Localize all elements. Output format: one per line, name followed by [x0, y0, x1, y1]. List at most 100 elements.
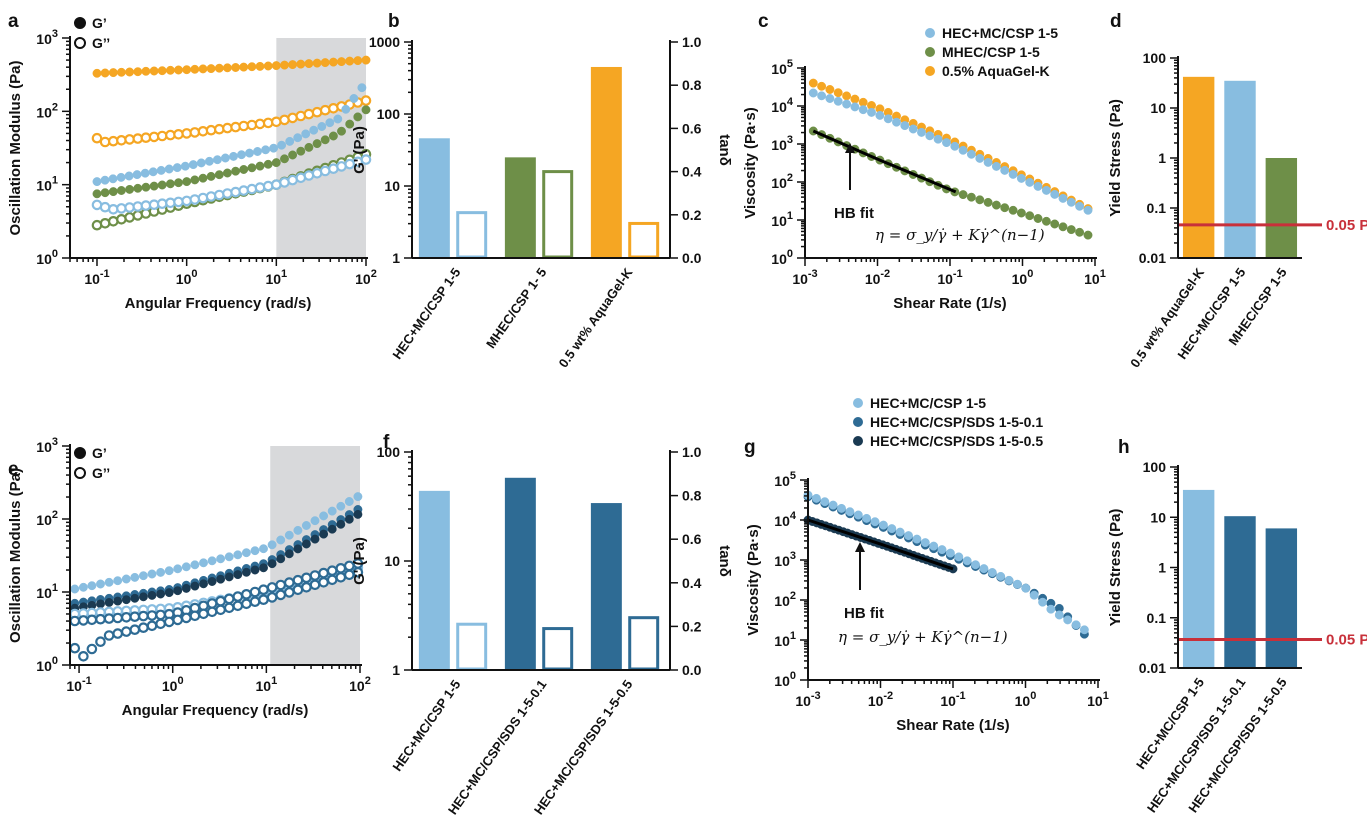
- data-point: [275, 579, 286, 591]
- data-point: [266, 592, 278, 603]
- data-point: [130, 593, 140, 603]
- data-point: [222, 188, 233, 199]
- data-point: [987, 568, 997, 577]
- data-point: [335, 571, 347, 583]
- y-tick-label: 103: [771, 134, 793, 153]
- data-point: [1066, 197, 1076, 207]
- data-point: [912, 534, 922, 544]
- data-point: [337, 126, 346, 136]
- data-point: [163, 616, 175, 628]
- y-tick-label: 105: [771, 58, 793, 77]
- x-tick-label: 10-1: [937, 268, 962, 287]
- data-point: [224, 572, 234, 582]
- panel-g: 10-3 10-2 10-1 100 101 100 101 102 103 104 105 Shea…: [744, 395, 1109, 734]
- data-point: [207, 556, 217, 566]
- data-point: [310, 516, 320, 526]
- data-point: [937, 545, 947, 555]
- y-tick-label: 101: [36, 582, 58, 601]
- data-point: [190, 175, 200, 185]
- tan-delta-bar: [542, 170, 574, 259]
- y-tick-label: 101: [36, 175, 58, 194]
- data-point: [147, 569, 157, 579]
- y-tick-label: 100: [1143, 459, 1167, 475]
- data-point: [301, 539, 311, 549]
- data-point: [156, 130, 168, 142]
- data-point: [858, 105, 868, 115]
- data-point: [1016, 173, 1026, 183]
- data-point: [78, 650, 89, 662]
- y-tick-label: 0.01: [1139, 660, 1166, 676]
- legend-marker: [74, 37, 86, 49]
- data-point: [275, 589, 286, 601]
- series-0: [92, 55, 371, 78]
- data-point: [319, 511, 329, 521]
- y-axis-title: G' (Pa): [351, 537, 368, 585]
- data-point: [917, 127, 926, 137]
- data-point: [223, 593, 235, 605]
- data-point: [116, 186, 126, 195]
- y-tick-label: 104: [774, 510, 797, 529]
- data-point: [335, 562, 347, 574]
- data-point: [239, 165, 249, 174]
- data-point: [69, 642, 81, 654]
- series-1: [91, 95, 372, 148]
- gprime-bar: [504, 157, 536, 258]
- data-point: [975, 153, 985, 163]
- data-point: [269, 143, 279, 153]
- data-point: [212, 155, 222, 165]
- data-point: [104, 598, 114, 607]
- data-point: [309, 570, 321, 581]
- data-point: [206, 606, 218, 618]
- data-point: [842, 99, 852, 109]
- data-point: [263, 61, 273, 71]
- data-point: [353, 509, 363, 519]
- data-point: [140, 132, 152, 143]
- x-tick-label: 10-2: [865, 268, 890, 287]
- data-point: [1046, 604, 1056, 614]
- data-point: [280, 154, 289, 164]
- data-point: [1025, 177, 1035, 187]
- data-point: [181, 612, 192, 624]
- y-tick-label: 100: [1143, 50, 1167, 66]
- data-point: [180, 161, 190, 171]
- data-point: [1066, 225, 1076, 235]
- data-point: [259, 563, 268, 573]
- legend-label: G’: [92, 445, 107, 461]
- x-tick-label: 100: [176, 268, 198, 287]
- data-point: [1008, 169, 1018, 179]
- y-tick-label: 103: [36, 436, 58, 455]
- y-right-tick-label: 0.4: [682, 164, 702, 180]
- panel-letter: e: [8, 459, 19, 480]
- data-point: [327, 506, 337, 516]
- data-point: [253, 147, 262, 156]
- legend-marker: [925, 47, 935, 57]
- data-point: [205, 124, 217, 136]
- data-point: [173, 196, 184, 208]
- data-point: [121, 574, 131, 584]
- data-point: [267, 559, 277, 569]
- data-point: [247, 163, 257, 173]
- data-point: [156, 589, 166, 599]
- data-point: [147, 590, 157, 600]
- y-tick-label: 1: [1158, 560, 1166, 576]
- x-tick-label: 101: [256, 675, 278, 694]
- data-point: [296, 146, 306, 156]
- data-point: [837, 503, 846, 513]
- y-axis-title-right: tanδ: [716, 545, 733, 577]
- data-point: [870, 517, 880, 527]
- data-point: [284, 530, 294, 540]
- category-label: HEC+MC/CSP 1-5: [389, 677, 463, 774]
- reference-line-label: 0.05 Pa: [1326, 217, 1367, 234]
- data-point: [353, 112, 363, 122]
- y-tick-label: 104: [771, 96, 794, 115]
- data-point: [116, 67, 126, 77]
- x-tick-label: 10-1: [66, 675, 91, 694]
- data-point: [328, 57, 338, 67]
- y-right-tick-label: 0.6: [682, 531, 702, 547]
- x-axis-title: Angular Frequency (rad/s): [125, 295, 312, 312]
- data-point: [317, 122, 327, 131]
- x-tick-label: 10-1: [940, 690, 965, 709]
- data-point: [233, 550, 243, 560]
- y-tick-label: 10: [1150, 100, 1166, 116]
